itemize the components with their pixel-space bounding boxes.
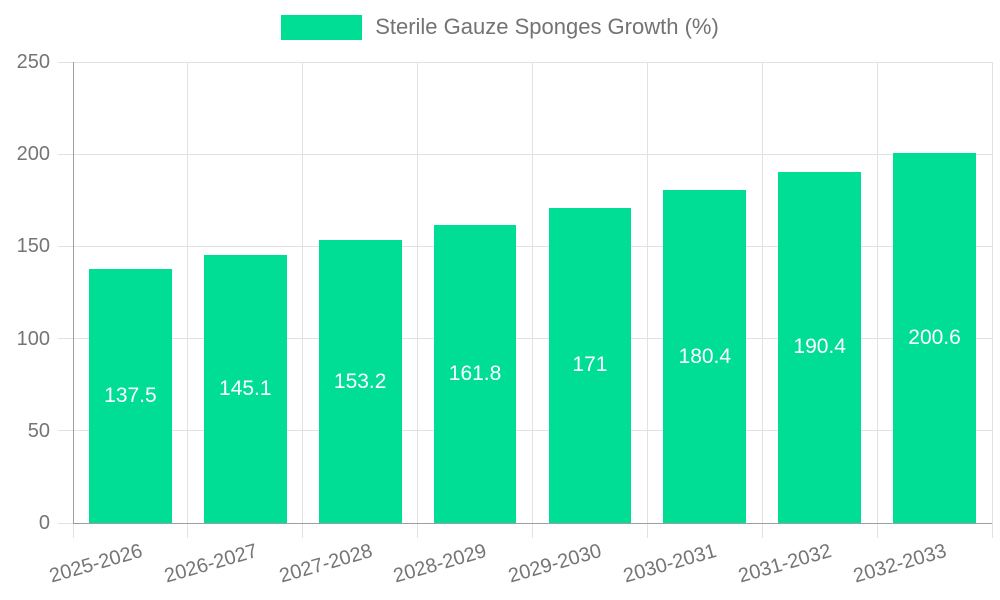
x-axis-tick (761, 523, 763, 538)
x-axis-tick (646, 523, 648, 538)
x-axis-category-label: 2029-2030 (506, 539, 605, 588)
y-axis-tick-label: 250 (16, 51, 50, 73)
bar-2026-2027[interactable]: 145.1 (203, 255, 287, 523)
y-axis-tick-label: 0 (38, 512, 50, 534)
x-axis-tick (532, 523, 533, 538)
x-axis-tick (417, 523, 419, 538)
y-axis-tick (58, 61, 73, 63)
plot-area: 0 50 100 150 200 250 137.5 2025-2026 145.1 2026-2… (17, 51, 993, 587)
bar-2028-2029[interactable]: 161.8 (433, 224, 517, 523)
y-axis-tick (58, 430, 73, 432)
y-axis-tick (58, 153, 73, 155)
bar-value-label: 145.1 (219, 377, 272, 401)
legend-swatch (281, 14, 363, 40)
y-axis-tick-label: 200 (16, 143, 50, 166)
gridline-vertical (876, 62, 878, 523)
x-axis-tick (876, 523, 878, 538)
x-axis-tick (302, 523, 304, 538)
y-axis-line (73, 62, 74, 523)
x-axis-category-label: 2027-2028 (276, 539, 375, 588)
gridline-vertical (761, 62, 763, 523)
gridline-vertical (532, 62, 533, 523)
bar-value-label: 190.4 (793, 335, 846, 359)
legend-label: Sterile Gauze Sponges Growth (%) (375, 14, 719, 39)
x-axis-category-label: 2025-2026 (46, 539, 145, 588)
x-axis-category-label: 2028-2029 (391, 539, 490, 588)
x-axis-line (73, 523, 992, 524)
bar-2030-2031[interactable]: 180.4 (663, 190, 747, 523)
bar-2029-2030[interactable]: 171 (548, 207, 632, 523)
x-axis-category-label: 2030-2031 (621, 539, 720, 588)
bar-2031-2032[interactable]: 190.4 (778, 171, 862, 523)
bar-value-label: 161.8 (448, 361, 502, 385)
x-axis-tick (187, 523, 189, 538)
y-axis-tick-label: 100 (16, 327, 50, 350)
bar-value-label: 137.5 (104, 384, 157, 408)
bar-2027-2028[interactable]: 153.2 (318, 240, 402, 523)
bar-value-label: 200.6 (908, 326, 961, 350)
x-axis-category-label: 2026-2027 (161, 539, 260, 588)
gridline-vertical (302, 62, 304, 523)
bar-value-label: 171 (572, 353, 608, 377)
y-axis-tick-label: 150 (16, 235, 50, 258)
y-axis-tick-label: 50 (27, 419, 50, 442)
y-axis-tick (58, 338, 73, 340)
gridline-vertical (991, 62, 993, 523)
x-axis-category-label: 2031-2032 (736, 539, 835, 588)
x-axis-tick (991, 523, 993, 538)
y-axis-tick (58, 245, 73, 247)
legend[interactable]: Sterile Gauze Sponges Growth (%) (0, 14, 1000, 40)
gridline-vertical (187, 62, 189, 523)
bar-2032-2033[interactable]: 200.6 (893, 153, 976, 523)
bar-2025-2026[interactable]: 137.5 (89, 269, 172, 523)
gridline-vertical (417, 62, 419, 523)
gridline-vertical (646, 62, 648, 523)
bar-value-label: 180.4 (678, 344, 732, 368)
x-axis-category-label: 2032-2033 (850, 539, 949, 588)
x-axis-tick (72, 523, 74, 538)
bar-value-label: 153.2 (333, 369, 387, 393)
y-axis-tick (58, 522, 73, 524)
